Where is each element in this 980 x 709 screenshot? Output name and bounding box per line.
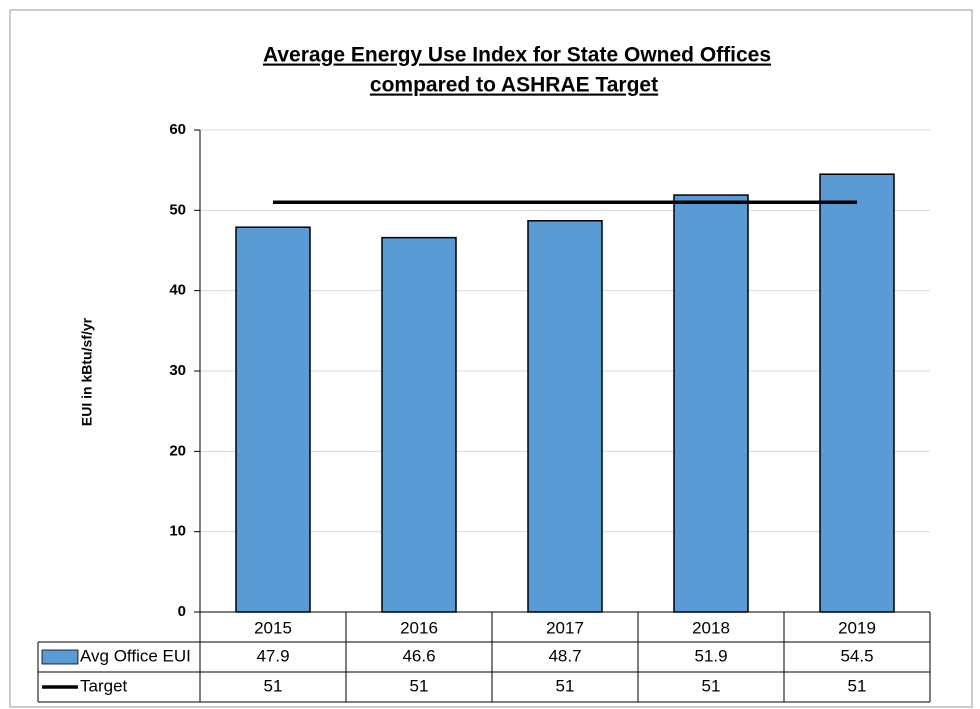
y-tick-label: 60 — [169, 121, 186, 138]
x-tick-label: 2017 — [546, 618, 584, 637]
y-tick-label: 30 — [169, 362, 186, 379]
y-tick-label: 50 — [169, 201, 186, 218]
x-tick-label: 2018 — [692, 618, 730, 637]
y-tick-label: 20 — [169, 442, 186, 459]
table-value: 51 — [410, 676, 429, 695]
chart-border — [9, 9, 973, 708]
table-value: 51.9 — [694, 646, 727, 665]
table-value: 51 — [264, 676, 283, 695]
y-tick-label: 40 — [169, 282, 186, 299]
bar — [527, 220, 603, 613]
legend-label: Avg Office EUI — [80, 646, 191, 665]
x-tick-label: 2015 — [254, 618, 292, 637]
table-value: 51 — [848, 676, 867, 695]
table-value: 46.6 — [402, 646, 435, 665]
x-tick-label: 2016 — [400, 618, 438, 637]
chart-title: compared to ASHRAE Target — [370, 74, 658, 97]
table-value: 54.5 — [840, 646, 873, 665]
legend-label: Target — [80, 676, 128, 695]
table-value: 51 — [702, 676, 721, 695]
table-value: 48.7 — [548, 646, 581, 665]
bar — [819, 173, 895, 613]
legend-key — [41, 649, 79, 665]
table-value: 51 — [556, 676, 575, 695]
y-tick-label: 0 — [178, 603, 186, 620]
bar — [673, 194, 749, 613]
table-value: 47.9 — [256, 646, 289, 665]
x-tick-label: 2019 — [838, 618, 876, 637]
bar — [381, 236, 457, 613]
chart-title: Average Energy Use Index for State Owned… — [263, 44, 771, 67]
y-tick-label: 10 — [169, 523, 186, 540]
y-axis-label: EUI in kBtu/sf/yr — [79, 317, 95, 426]
bar — [235, 226, 311, 613]
